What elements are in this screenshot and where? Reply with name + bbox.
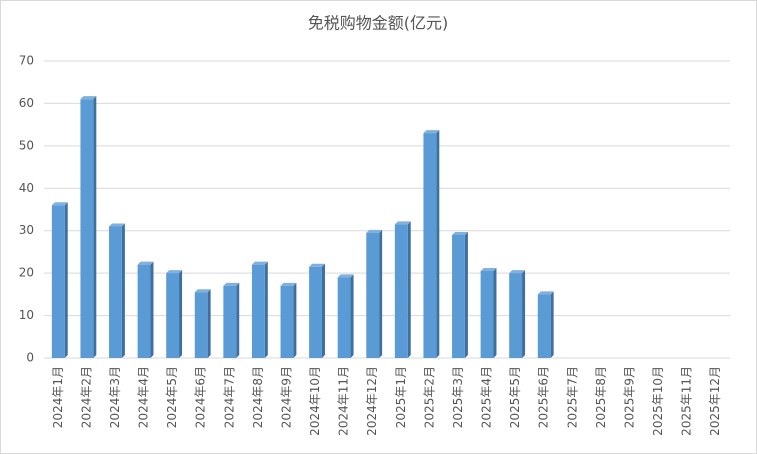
y-tick-label: 30 (19, 223, 34, 237)
bar-side (150, 261, 154, 358)
bar (537, 294, 551, 358)
bar-top (137, 261, 154, 265)
bar (109, 226, 122, 358)
bar-side (321, 263, 325, 358)
bar (337, 277, 351, 358)
x-tick-label: 2025年1月 (394, 366, 408, 428)
bar-side (93, 96, 97, 358)
bar-side (493, 268, 497, 358)
bar (280, 285, 294, 358)
bar (194, 292, 208, 358)
x-tick-label: 2024年3月 (108, 366, 122, 428)
bar (309, 266, 322, 358)
bar-top (109, 223, 125, 227)
bar-side (236, 282, 240, 358)
x-tick-label: 2025年12月 (708, 366, 722, 436)
y-tick-label: 10 (19, 308, 34, 322)
bar-side (407, 221, 411, 358)
bar-top (480, 268, 497, 272)
x-tick-label: 2025年7月 (565, 366, 579, 428)
bar-side (522, 270, 526, 358)
bar (166, 273, 180, 358)
bar-top (509, 270, 526, 274)
bar-side (207, 289, 211, 358)
bar (137, 264, 151, 358)
bar (452, 234, 465, 358)
bar-top (537, 291, 554, 295)
bar-top (452, 231, 468, 235)
x-tick-label: 2025年10月 (651, 366, 665, 436)
x-tick-label: 2024年10月 (308, 366, 322, 436)
x-tick-label: 2025年6月 (537, 366, 551, 428)
bar-top (251, 261, 268, 265)
bar-side (464, 231, 468, 358)
x-tick-label: 2024年12月 (365, 366, 379, 436)
bar-top (280, 282, 297, 286)
x-tick-label: 2024年8月 (251, 366, 265, 428)
x-tick-label: 2024年4月 (137, 366, 151, 428)
bar-side (264, 261, 268, 358)
chart-title: 免税购物金额(亿元) (308, 14, 449, 33)
bar-side (121, 223, 125, 358)
bar (394, 224, 408, 358)
x-tick-label: 2025年8月 (594, 366, 608, 428)
bar-side (293, 282, 297, 358)
y-tick-label: 20 (19, 266, 34, 280)
bar-top (194, 289, 211, 293)
bar-top (309, 263, 325, 267)
bar-top (80, 96, 97, 100)
x-tick-label: 2025年2月 (422, 366, 436, 428)
bar-side (436, 130, 440, 358)
x-tick-label: 2025年11月 (680, 366, 694, 436)
bar-top (366, 229, 383, 233)
bar-side (550, 291, 554, 358)
bar-top (337, 274, 354, 278)
bar-side (379, 229, 383, 358)
bar (223, 285, 237, 358)
bar (509, 273, 523, 358)
x-tick-label: 2024年6月 (194, 366, 208, 428)
y-tick-label: 70 (19, 54, 34, 68)
bar-top (223, 282, 240, 286)
bar-top (51, 202, 68, 206)
bar-top (394, 221, 411, 225)
bar-side (179, 270, 183, 358)
x-tick-label: 2025年4月 (480, 366, 494, 428)
x-tick-label: 2024年7月 (222, 366, 236, 428)
bar-top (423, 130, 440, 134)
bar (423, 133, 437, 358)
y-tick-label: 60 (19, 96, 34, 110)
bar (51, 205, 65, 358)
y-tick-label: 40 (19, 181, 34, 195)
x-tick-label: 2025年5月 (508, 366, 522, 428)
x-tick-label: 2024年5月 (165, 366, 179, 428)
x-tick-label: 2025年9月 (622, 366, 636, 428)
bar-side (64, 202, 68, 358)
bar-side (350, 274, 354, 358)
x-tick-label: 2024年11月 (337, 366, 351, 436)
bar (366, 232, 380, 358)
y-tick-label: 0 (26, 351, 34, 365)
x-tick-label: 2024年1月 (51, 366, 65, 428)
x-tick-label: 2024年9月 (279, 366, 293, 428)
bar (251, 264, 265, 358)
bar (80, 99, 94, 358)
bar-top (166, 270, 183, 274)
y-tick-label: 50 (19, 138, 34, 152)
x-tick-label: 2025年3月 (451, 366, 465, 428)
x-tick-label: 2024年2月 (79, 366, 93, 428)
bar (480, 271, 494, 358)
